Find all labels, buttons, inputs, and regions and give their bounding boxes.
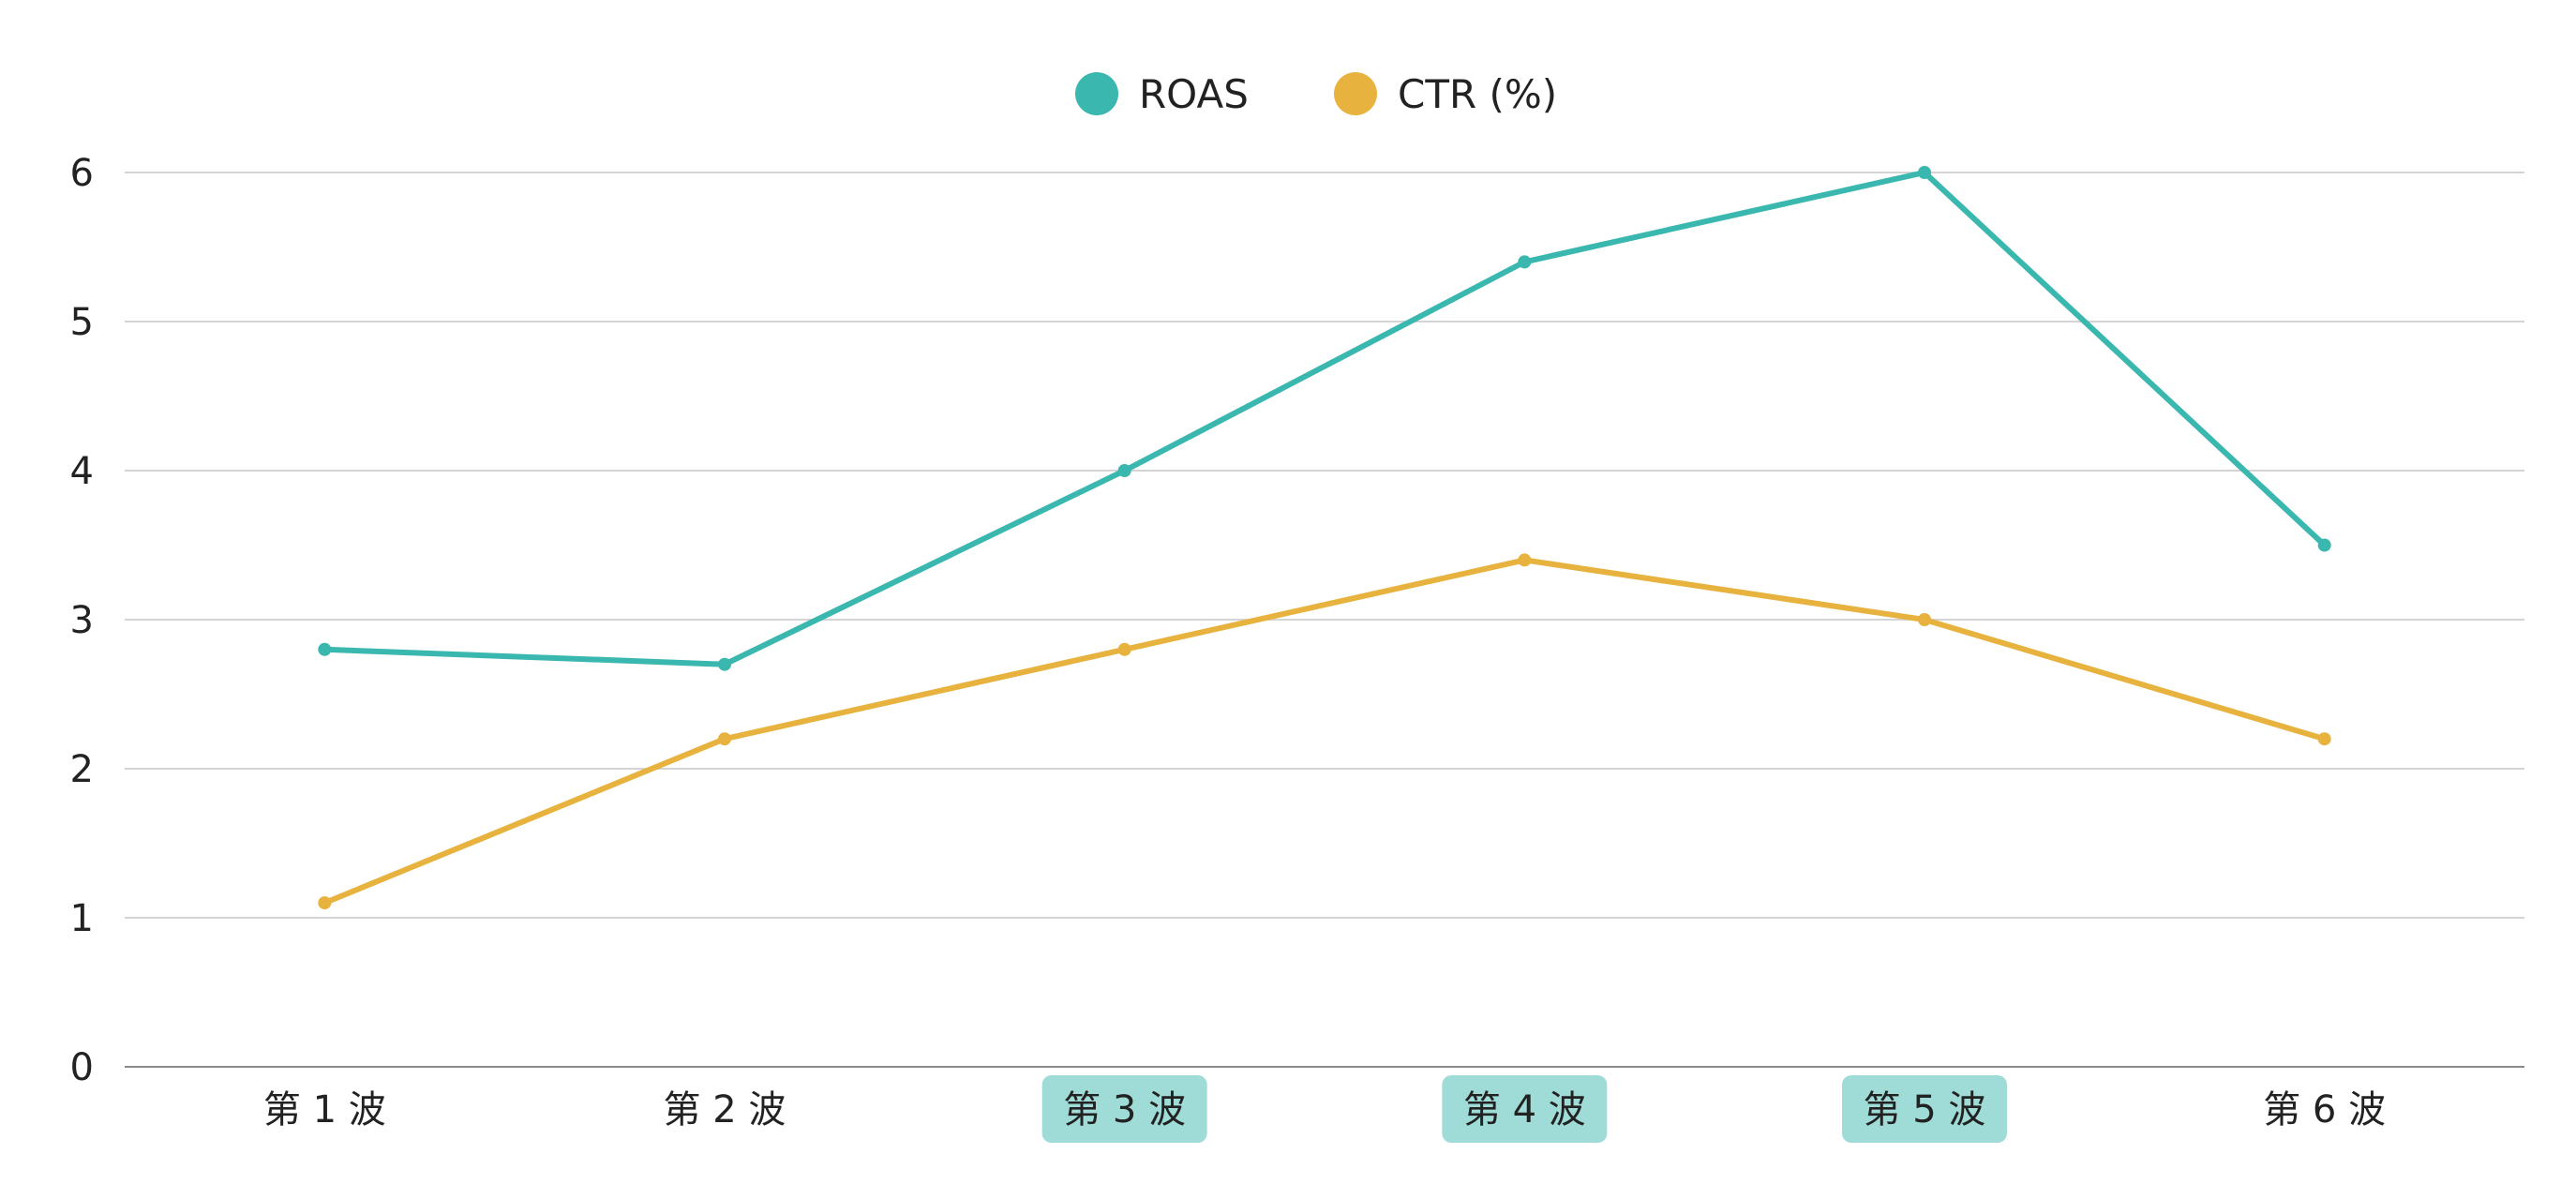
data-point-ctr xyxy=(1918,613,1931,626)
x-tick-highlight xyxy=(1041,1075,1207,1143)
legend-marker-roas xyxy=(1075,72,1118,115)
x-tick-highlight xyxy=(1442,1075,1608,1143)
data-point-ctr xyxy=(1117,642,1131,656)
y-tick-label: 4 xyxy=(70,450,94,493)
data-point-roas xyxy=(1518,255,1532,269)
grid-lines xyxy=(125,172,2524,1068)
y-tick-label: 3 xyxy=(70,599,94,642)
y-tick-label: 1 xyxy=(70,897,94,940)
data-point-ctr xyxy=(1518,553,1532,567)
x-tick-label: 第 5 波 xyxy=(1864,1088,1986,1132)
series-line-ctr xyxy=(322,557,2328,907)
x-tick-highlight xyxy=(1842,1075,2007,1143)
series-lines xyxy=(318,166,2331,910)
legend: ROAS CTR (%) xyxy=(1075,71,1557,117)
series-line-roas xyxy=(322,170,2328,667)
data-point-roas xyxy=(2317,538,2331,552)
x-tick-label: 第 4 波 xyxy=(1463,1088,1586,1132)
x-tick-label: 第 2 波 xyxy=(664,1088,786,1132)
data-point-ctr xyxy=(718,732,731,746)
data-point-roas xyxy=(1918,166,1931,179)
y-axis-ticks: 0 1 2 3 4 5 6 xyxy=(70,152,94,1089)
x-tick-label: 第 6 波 xyxy=(2263,1088,2386,1132)
x-tick-label: 第 3 波 xyxy=(1063,1088,1186,1132)
data-point-roas xyxy=(318,642,332,656)
data-point-ctr xyxy=(2317,732,2331,746)
legend-marker-ctr xyxy=(1334,72,1377,115)
data-point-ctr xyxy=(318,896,332,910)
x-axis-ticks: 第 1 波 第 2 波 第 3 波 第 4 波 第 5 波 第 6 波 xyxy=(263,1075,2386,1143)
y-tick-label: 5 xyxy=(70,301,94,344)
legend-label-ctr: CTR (%) xyxy=(1398,71,1557,117)
data-point-roas xyxy=(718,657,731,671)
legend-label-roas: ROAS xyxy=(1139,71,1249,117)
y-tick-label: 0 xyxy=(70,1046,94,1089)
y-tick-label: 6 xyxy=(70,152,94,195)
data-point-roas xyxy=(1117,464,1131,477)
x-tick-label: 第 1 波 xyxy=(263,1088,386,1132)
y-tick-label: 2 xyxy=(70,748,94,791)
